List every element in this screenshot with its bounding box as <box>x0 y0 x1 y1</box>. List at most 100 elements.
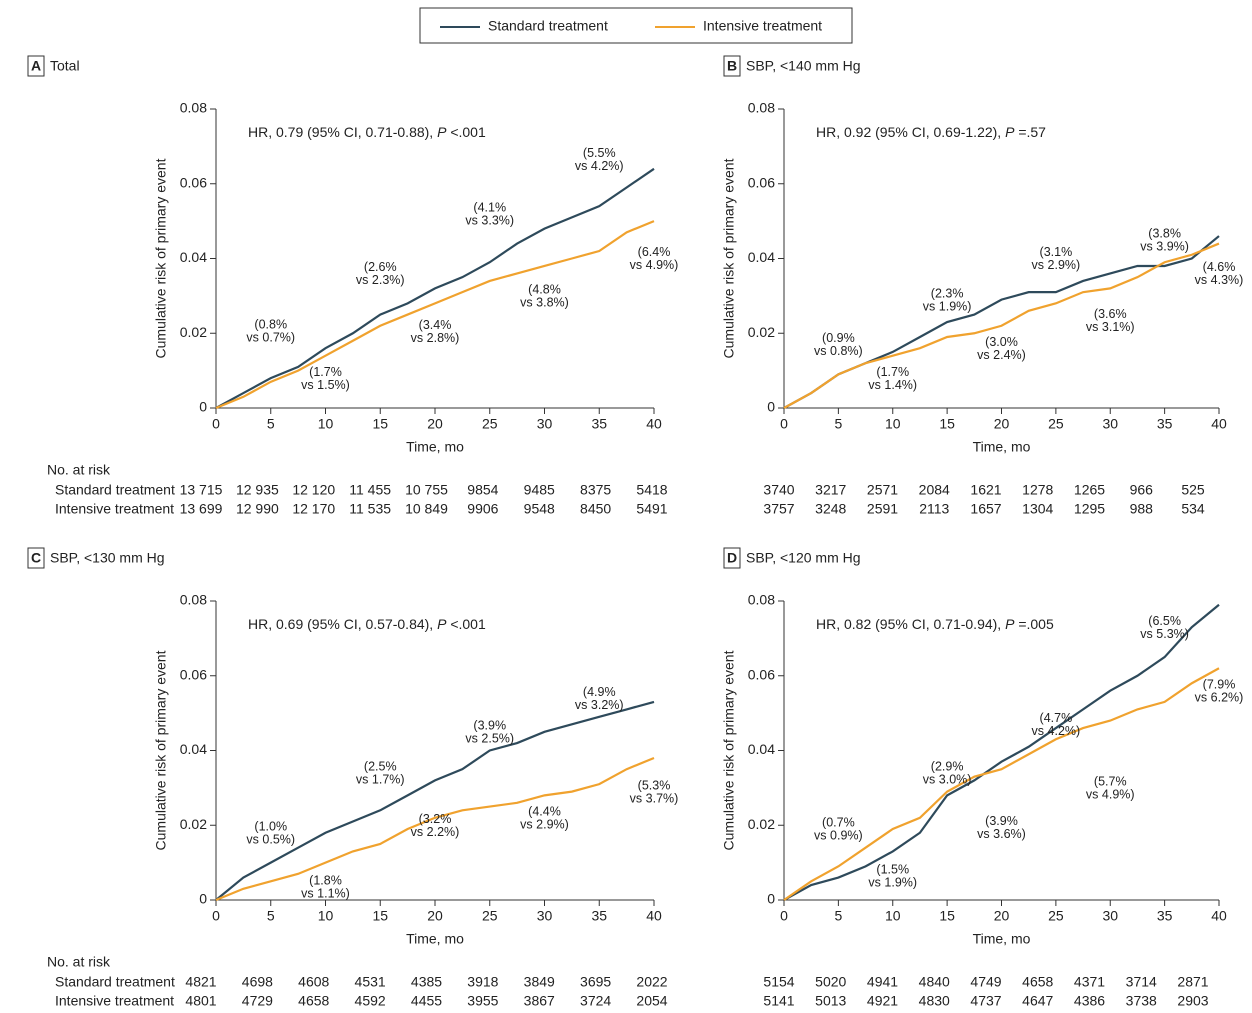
annotation: (4.4% <box>528 804 561 818</box>
x-tick-label: 5 <box>267 908 275 924</box>
at-risk-count: 1265 <box>1074 482 1105 498</box>
at-risk-count: 11 455 <box>349 482 391 498</box>
y-axis-label: Cumulative risk of primary event <box>153 158 169 358</box>
at-risk-count: 1304 <box>1022 501 1053 517</box>
x-tick-label: 35 <box>591 416 607 432</box>
x-tick-label: 25 <box>482 416 498 432</box>
y-tick-label: 0.08 <box>748 592 775 608</box>
at-risk-count: 4455 <box>411 993 442 1009</box>
x-tick-label: 30 <box>1102 416 1118 432</box>
at-risk-count: 3695 <box>580 974 611 990</box>
annotation: vs 4.2%) <box>1032 724 1081 738</box>
hazard-ratio: HR, 0.79 (95% CI, 0.71-0.88), P <.001 <box>248 124 486 140</box>
at-risk-count: 4729 <box>242 993 273 1009</box>
at-risk-count: 10 755 <box>405 482 448 498</box>
at-risk-count: 2084 <box>919 482 950 498</box>
x-tick-label: 20 <box>427 908 443 924</box>
annotation: vs 1.4%) <box>868 378 917 392</box>
hazard-ratio-part: HR, 0.69 (95% CI, 0.57-0.84), <box>248 616 437 632</box>
at-risk-count: 2022 <box>636 974 667 990</box>
at-risk-count: 13 699 <box>180 501 223 517</box>
x-axis-label: Time, mo <box>406 439 464 455</box>
y-tick-label: 0.02 <box>180 324 207 340</box>
annotation: (3.6% <box>1094 307 1127 321</box>
at-risk-count: 4840 <box>919 974 950 990</box>
survival-curve <box>783 242 1220 409</box>
at-risk-count: 1657 <box>970 501 1001 517</box>
legend-label: Standard treatment <box>488 18 608 34</box>
legend-label: Intensive treatment <box>703 18 822 34</box>
y-tick-label: 0.04 <box>180 249 207 265</box>
at-risk-count: 2591 <box>867 501 898 517</box>
y-tick-label: 0 <box>767 399 775 415</box>
annotation: vs 0.8%) <box>814 344 863 358</box>
at-risk-count: 5013 <box>815 993 846 1009</box>
risk-row-label: Standard treatment <box>55 482 175 498</box>
y-tick-label: 0.04 <box>748 249 775 265</box>
annotation: vs 3.9%) <box>1140 240 1189 254</box>
at-risk-count: 1278 <box>1022 482 1053 498</box>
annotation: (1.5% <box>876 862 909 876</box>
x-tick-label: 5 <box>267 416 275 432</box>
x-tick-label: 15 <box>372 908 388 924</box>
at-risk-count: 3955 <box>467 993 498 1009</box>
hazard-ratio-part: P <box>437 616 447 632</box>
annotation: (3.1% <box>1040 245 1073 259</box>
at-risk-count: 4737 <box>970 993 1001 1009</box>
at-risk-count: 4608 <box>298 974 329 990</box>
at-risk-count: 3849 <box>524 974 555 990</box>
at-risk-count: 525 <box>1181 482 1205 498</box>
panel-label: A <box>31 58 41 74</box>
at-risk-count: 5154 <box>763 974 794 990</box>
at-risk-count: 12 120 <box>292 482 335 498</box>
at-risk-count: 4698 <box>242 974 273 990</box>
at-risk-count: 3757 <box>763 501 794 517</box>
at-risk-count: 2113 <box>919 501 949 517</box>
x-tick-label: 10 <box>885 416 901 432</box>
hazard-ratio: HR, 0.92 (95% CI, 0.69-1.22), P =.57 <box>816 124 1046 140</box>
panel-label: B <box>727 58 737 74</box>
annotation: vs 3.0%) <box>923 773 972 787</box>
x-tick-label: 20 <box>994 908 1010 924</box>
at-risk-count: 2054 <box>636 993 667 1009</box>
annotation: vs 3.3%) <box>465 213 514 227</box>
panel-title: SBP, <120 mm Hg <box>746 550 861 566</box>
annotation: vs 2.5%) <box>465 732 514 746</box>
x-tick-label: 20 <box>994 416 1010 432</box>
annotation: vs 2.8%) <box>411 331 460 345</box>
y-axis-label: Cumulative risk of primary event <box>153 650 169 850</box>
risk-row-label: Intensive treatment <box>55 501 174 517</box>
annotation: vs 2.9%) <box>1032 258 1081 272</box>
panel-label: C <box>31 550 41 566</box>
y-axis-label: Cumulative risk of primary event <box>721 650 737 850</box>
x-tick-label: 35 <box>1157 908 1173 924</box>
x-tick-label: 5 <box>834 416 842 432</box>
panel-label-box <box>723 55 741 77</box>
annotation: (6.5% <box>1148 614 1181 628</box>
annotation: (0.9% <box>822 331 855 345</box>
y-tick-label: 0 <box>199 891 207 907</box>
at-risk-count: 4801 <box>185 993 216 1009</box>
risk-table-title: No. at risk <box>47 462 111 478</box>
at-risk-count: 8375 <box>580 482 611 498</box>
x-tick-label: 0 <box>212 908 220 924</box>
annotation: vs 6.2%) <box>1195 690 1244 704</box>
annotation: vs 2.3%) <box>356 273 405 287</box>
at-risk-count: 2871 <box>1177 974 1208 990</box>
x-tick-label: 10 <box>885 908 901 924</box>
at-risk-count: 988 <box>1130 501 1154 517</box>
y-tick-label: 0.08 <box>748 100 775 116</box>
annotation: (5.7% <box>1094 775 1127 789</box>
at-risk-count: 4658 <box>298 993 329 1009</box>
at-risk-count: 5141 <box>763 993 794 1009</box>
y-tick-label: 0.04 <box>748 741 775 757</box>
annotation: vs 2.4%) <box>977 348 1026 362</box>
panel-label-box <box>723 547 741 569</box>
y-tick-label: 0.06 <box>748 666 775 682</box>
at-risk-count: 966 <box>1130 482 1154 498</box>
at-risk-count: 4830 <box>919 993 950 1009</box>
at-risk-count: 4821 <box>185 974 216 990</box>
x-tick-label: 5 <box>834 908 842 924</box>
annotation: (2.3% <box>931 286 964 300</box>
x-tick-label: 35 <box>1157 416 1173 432</box>
